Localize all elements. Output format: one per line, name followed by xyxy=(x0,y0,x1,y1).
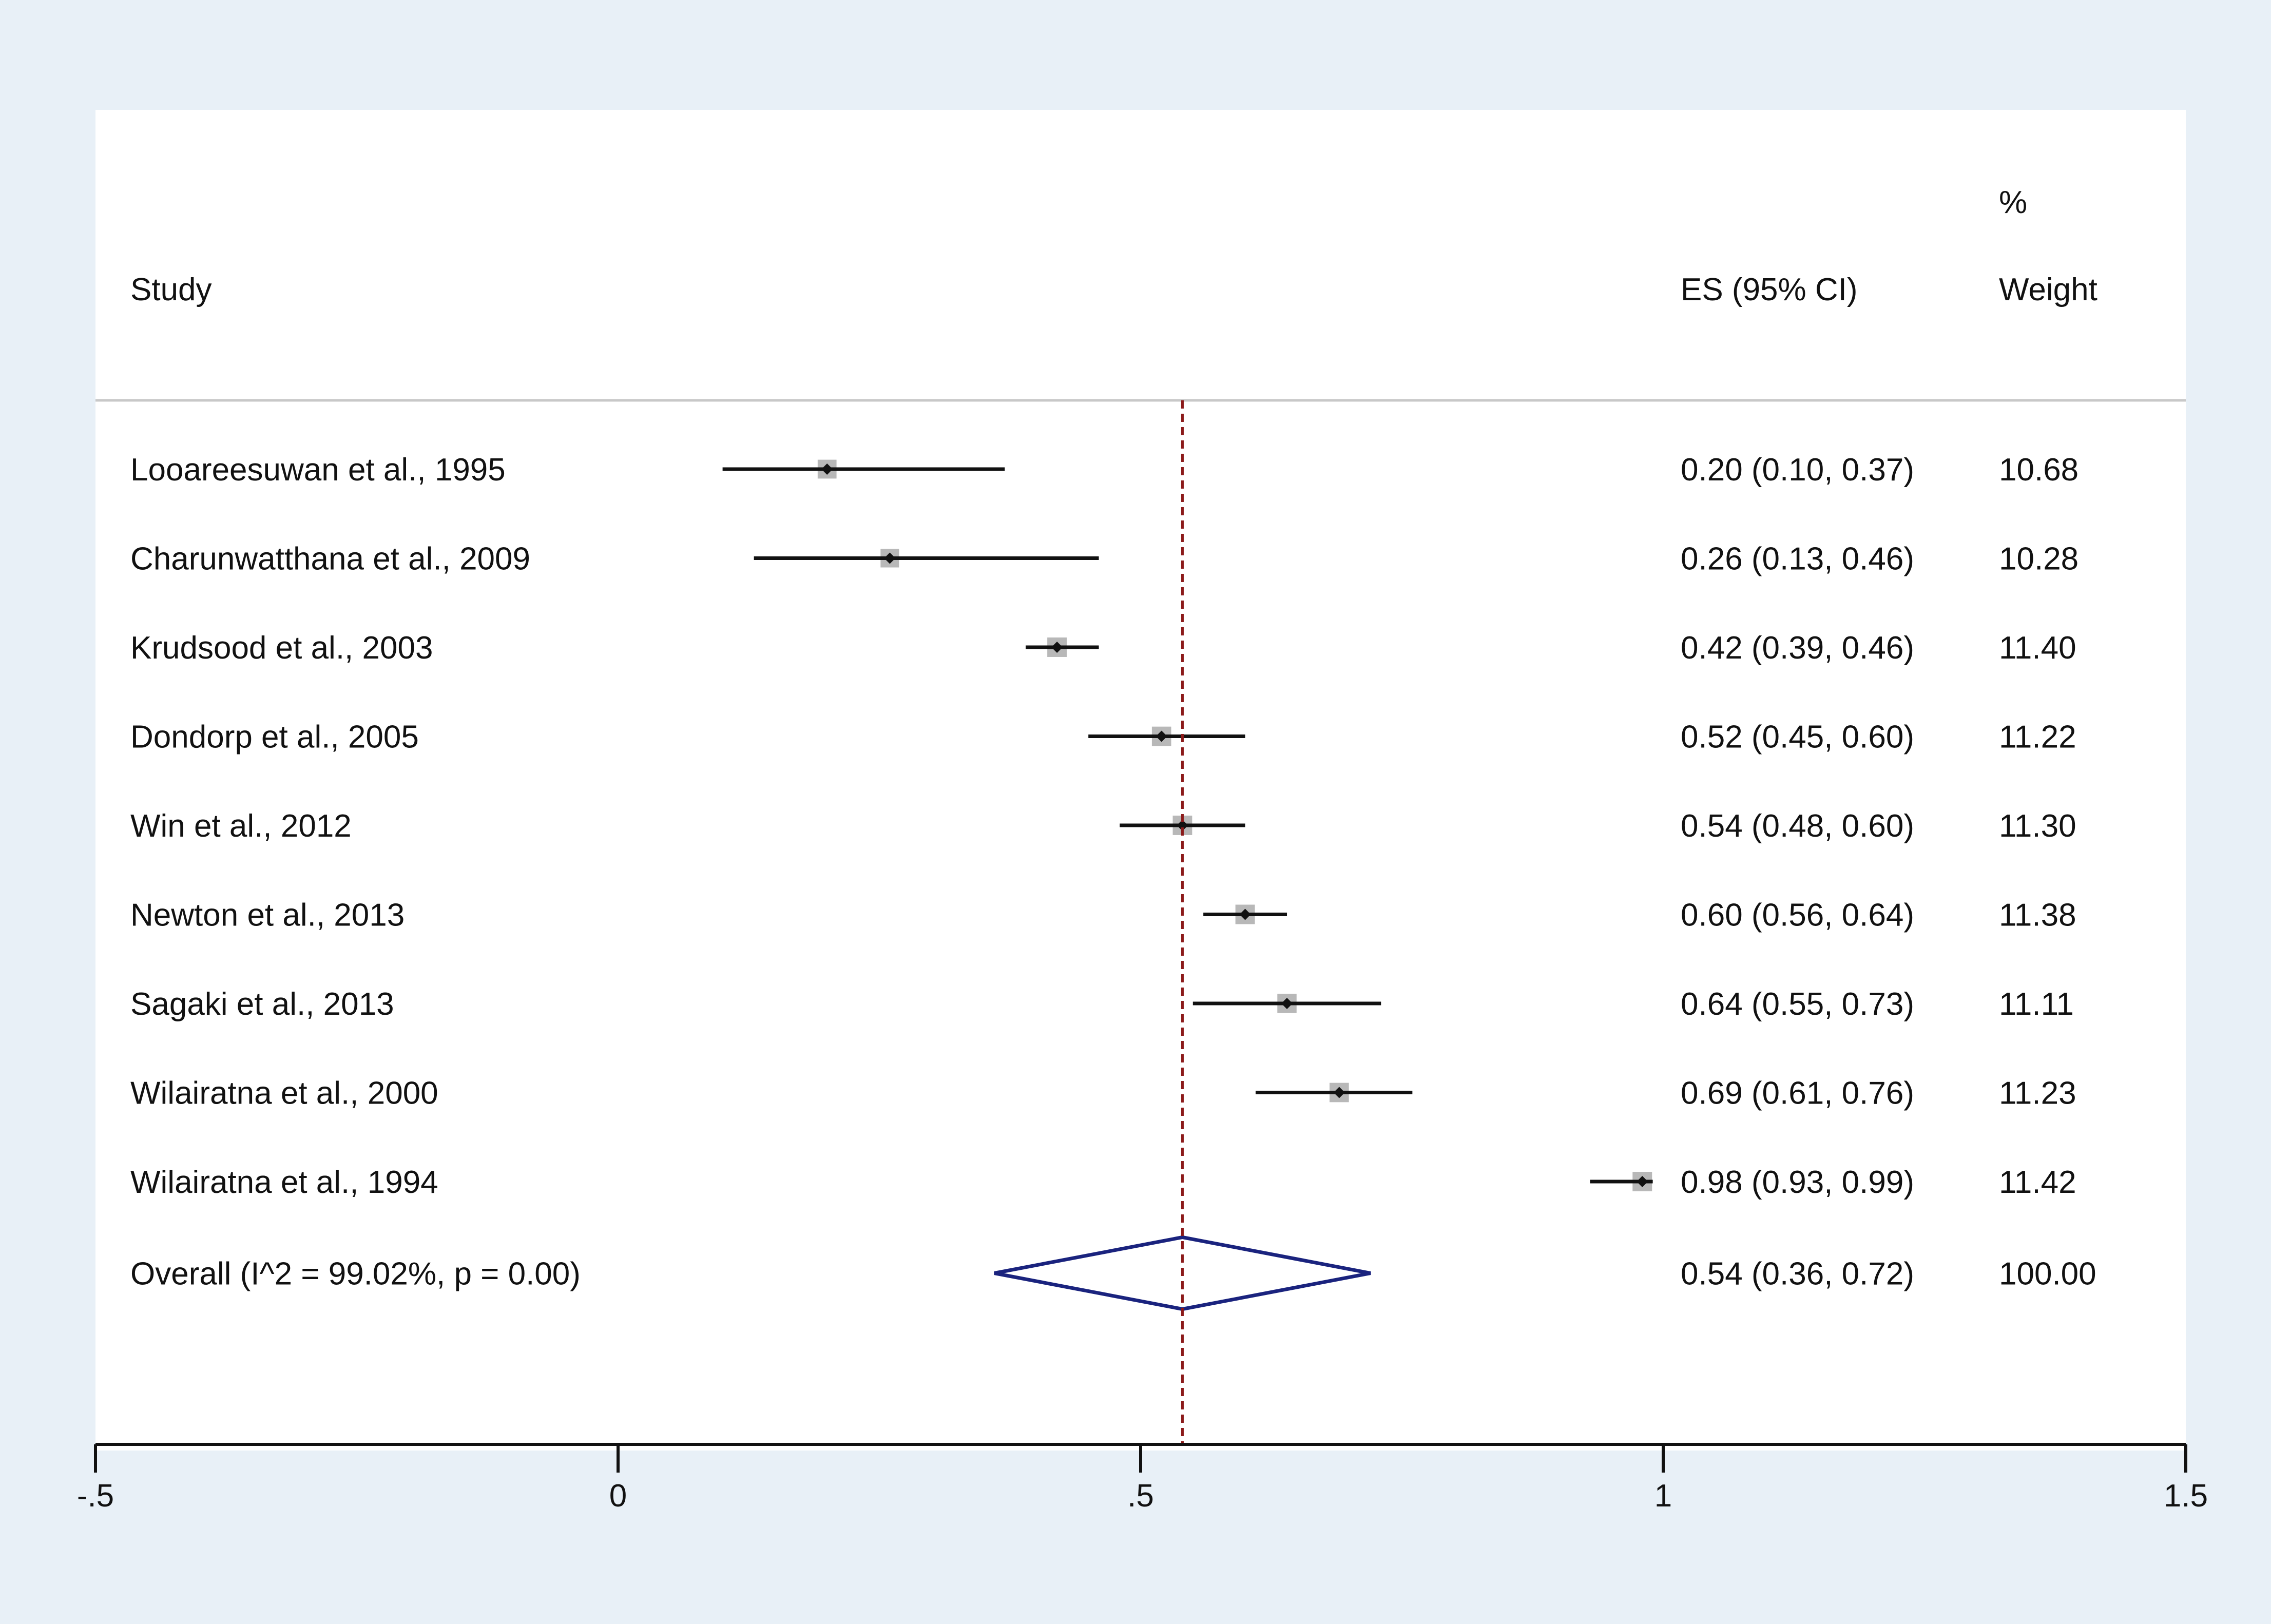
study-weight: 11.30 xyxy=(1999,808,2076,844)
x-tick-label: .5 xyxy=(1127,1478,1154,1514)
header-weight-pct: % xyxy=(1999,185,2027,220)
study-label: Looareesuwan et al., 1995 xyxy=(130,452,506,488)
plot-marks xyxy=(722,400,1653,1444)
x-tick-label: 1 xyxy=(1654,1478,1672,1514)
study-es-ci: 0.20 (0.10, 0.37) xyxy=(1681,452,1914,488)
point-estimate xyxy=(1051,642,1063,653)
point-estimate xyxy=(884,552,896,564)
study-es-ci: 0.69 (0.61, 0.76) xyxy=(1681,1076,1914,1111)
study-weight: 11.40 xyxy=(1999,630,2076,666)
study-es-ci: 0.52 (0.45, 0.60) xyxy=(1681,720,1914,755)
study-es-ci: 0.26 (0.13, 0.46) xyxy=(1681,542,1914,577)
study-rows: Looareesuwan et al., 1995 0.20 (0.10, 0.3… xyxy=(130,452,2096,1292)
study-label: Sagaki et al., 2013 xyxy=(130,987,394,1022)
point-estimate xyxy=(821,463,833,475)
overall-es-ci: 0.54 (0.36, 0.72) xyxy=(1681,1256,1914,1292)
study-weight: 11.11 xyxy=(1999,987,2074,1022)
study-weight: 11.23 xyxy=(1999,1076,2076,1111)
study-label: Charunwatthana et al., 2009 xyxy=(130,542,530,577)
x-axis: -.5 0 .5 1 1.5 xyxy=(77,1443,2208,1514)
header-weight: Weight xyxy=(1999,272,2097,307)
point-estimate xyxy=(1281,998,1293,1009)
study-label: Wilairatna et al., 1994 xyxy=(130,1165,438,1200)
study-es-ci: 0.42 (0.39, 0.46) xyxy=(1681,630,1914,666)
point-estimate xyxy=(1239,908,1251,920)
study-weight: 10.68 xyxy=(1999,452,2078,488)
study-es-ci: 0.60 (0.56, 0.64) xyxy=(1681,898,1914,933)
study-es-ci: 0.54 (0.48, 0.60) xyxy=(1681,808,1914,844)
point-estimate xyxy=(1156,730,1167,742)
x-tick-label: 0 xyxy=(609,1478,627,1514)
overall-weight: 100.00 xyxy=(1999,1256,2096,1292)
study-label: Win et al., 2012 xyxy=(130,808,352,844)
header-es: ES (95% CI) xyxy=(1681,272,1858,307)
study-es-ci: 0.64 (0.55, 0.73) xyxy=(1681,987,1914,1022)
point-estimate xyxy=(1333,1087,1345,1098)
header-study: Study xyxy=(130,272,212,307)
plot-background xyxy=(95,110,2186,1451)
study-label: Newton et al., 2013 xyxy=(130,898,405,933)
study-weight: 11.42 xyxy=(1999,1165,2076,1200)
study-es-ci: 0.98 (0.93, 0.99) xyxy=(1681,1165,1914,1200)
study-weight: 11.38 xyxy=(1999,898,2076,933)
overall-diamond xyxy=(994,1235,1371,1311)
study-label: Dondorp et al., 2005 xyxy=(130,720,419,755)
study-label: Wilairatna et al., 2000 xyxy=(130,1076,438,1111)
point-estimate xyxy=(1177,820,1188,831)
study-weight: 10.28 xyxy=(1999,542,2078,577)
study-weight: 11.22 xyxy=(1999,720,2076,755)
overall-label: Overall (I^2 = 99.02%, p = 0.00) xyxy=(130,1256,581,1292)
x-tick-label: 1.5 xyxy=(2164,1478,2208,1514)
point-estimate xyxy=(1637,1176,1648,1187)
study-label: Krudsood et al., 2003 xyxy=(130,630,433,666)
x-tick-label: -.5 xyxy=(77,1478,114,1514)
